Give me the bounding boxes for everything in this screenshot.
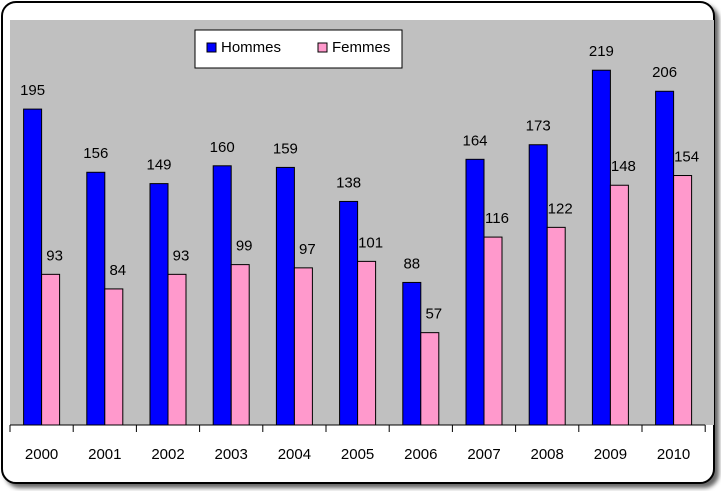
data-label: 84 <box>109 262 126 279</box>
bar <box>402 281 422 426</box>
data-label: 159 <box>273 140 298 157</box>
bar <box>357 260 377 426</box>
legend-swatch <box>317 42 328 53</box>
legend-box <box>194 29 403 69</box>
data-label: 156 <box>83 145 108 162</box>
bar <box>230 264 250 426</box>
bar <box>275 166 295 426</box>
bar <box>86 171 106 426</box>
bar <box>465 158 485 426</box>
legend-label: Femmes <box>332 39 390 56</box>
data-label: 122 <box>548 200 573 217</box>
data-label: 154 <box>674 148 699 165</box>
x-tick-label: 2000 <box>25 446 58 463</box>
bar <box>483 236 503 426</box>
data-label: 93 <box>173 247 190 264</box>
bar <box>339 200 359 426</box>
bar <box>149 183 169 426</box>
data-label: 138 <box>336 174 361 191</box>
data-label: 116 <box>485 210 509 227</box>
bar <box>655 90 675 426</box>
bar <box>104 288 124 426</box>
data-label: 101 <box>358 234 383 251</box>
data-label: 149 <box>146 157 171 174</box>
data-label: 97 <box>299 241 316 258</box>
data-label: 160 <box>210 139 235 156</box>
bar <box>420 332 440 426</box>
bar <box>293 267 313 426</box>
data-label: 99 <box>236 238 253 255</box>
x-tick-label: 2006 <box>404 446 437 463</box>
x-tick-label: 2007 <box>467 446 500 463</box>
legend-swatch <box>206 42 217 53</box>
x-tick-label: 2004 <box>278 446 311 463</box>
data-label: 93 <box>46 247 63 264</box>
data-label: 148 <box>611 158 636 175</box>
data-label: 206 <box>652 64 677 81</box>
legend-label: Hommes <box>221 39 281 56</box>
x-tick-label: 2010 <box>657 446 690 463</box>
x-tick-label: 2009 <box>594 446 627 463</box>
data-label: 57 <box>425 306 442 323</box>
x-tick-label: 2008 <box>531 446 564 463</box>
bar <box>609 184 629 426</box>
data-label: 173 <box>526 118 551 135</box>
data-label: 164 <box>462 132 487 149</box>
x-tick-label: 2005 <box>341 446 374 463</box>
legend <box>194 29 403 69</box>
x-tick-label: 2002 <box>151 446 184 463</box>
data-label: 195 <box>20 82 45 99</box>
bar <box>41 273 61 426</box>
bar <box>673 175 693 426</box>
bar <box>23 108 43 426</box>
bar <box>591 69 611 426</box>
bar <box>167 273 187 426</box>
bar <box>546 226 566 426</box>
bar <box>528 144 548 426</box>
x-tick-label: 2001 <box>88 446 121 463</box>
bar <box>212 165 232 426</box>
data-label: 88 <box>403 255 420 272</box>
data-label: 219 <box>589 43 614 60</box>
x-tick-label: 2003 <box>215 446 248 463</box>
